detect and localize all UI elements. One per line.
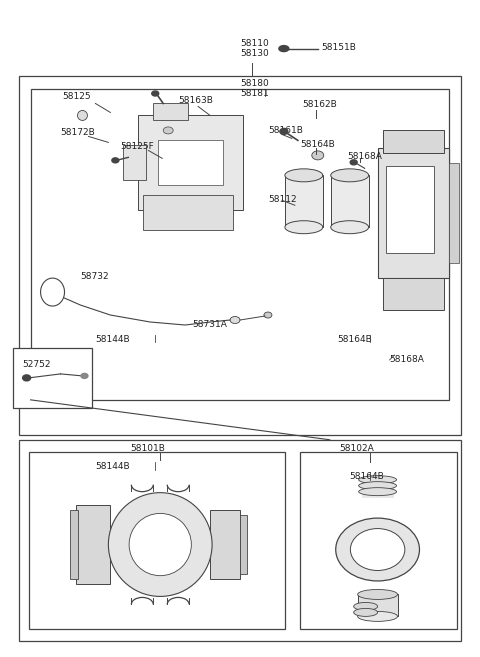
Bar — [123, 145, 146, 180]
Bar — [19, 76, 461, 435]
Ellipse shape — [108, 493, 212, 597]
Text: 58102A: 58102A — [340, 443, 374, 453]
Text: 58112: 58112 — [268, 195, 297, 204]
Text: 58168A: 58168A — [348, 152, 383, 162]
Bar — [76, 505, 110, 585]
Bar — [19, 440, 461, 641]
Text: 58731A: 58731A — [192, 320, 227, 329]
Text: 58161B: 58161B — [268, 126, 303, 135]
Ellipse shape — [331, 221, 369, 234]
Text: 58162B: 58162B — [302, 101, 336, 110]
Text: 58172B: 58172B — [60, 128, 95, 137]
Ellipse shape — [112, 158, 119, 163]
Ellipse shape — [358, 612, 397, 622]
Bar — [240, 514, 247, 574]
Bar — [449, 164, 459, 263]
Text: 58732: 58732 — [81, 272, 109, 281]
Text: 58180: 58180 — [240, 79, 269, 87]
Ellipse shape — [285, 169, 323, 182]
Ellipse shape — [152, 91, 159, 96]
Text: 58144B: 58144B — [96, 335, 130, 344]
Text: 58164B: 58164B — [350, 472, 384, 481]
Ellipse shape — [163, 127, 173, 134]
Ellipse shape — [264, 312, 272, 318]
Bar — [300, 452, 457, 629]
Bar — [71, 510, 78, 579]
Text: 58125F: 58125F — [120, 143, 154, 151]
Text: 58163B: 58163B — [178, 97, 213, 106]
Ellipse shape — [280, 128, 288, 135]
Bar — [210, 510, 240, 579]
Text: 58151B: 58151B — [322, 43, 357, 52]
Bar — [358, 595, 397, 616]
Bar — [31, 89, 449, 400]
Text: 58130: 58130 — [240, 49, 269, 58]
Ellipse shape — [331, 169, 369, 182]
Bar — [361, 480, 394, 497]
Bar — [153, 103, 188, 120]
Ellipse shape — [279, 45, 289, 52]
Text: 58125: 58125 — [62, 93, 91, 101]
Text: 58164B: 58164B — [338, 335, 372, 344]
Ellipse shape — [336, 518, 420, 581]
Ellipse shape — [350, 160, 357, 165]
Ellipse shape — [354, 602, 378, 610]
Bar — [285, 175, 323, 227]
Bar — [12, 348, 93, 408]
Bar — [385, 166, 434, 253]
Bar — [29, 452, 285, 629]
Text: 52752: 52752 — [23, 360, 51, 369]
Bar — [138, 116, 243, 210]
Ellipse shape — [359, 476, 396, 484]
Text: 58101B: 58101B — [130, 443, 165, 453]
Bar — [158, 141, 223, 185]
Bar — [144, 195, 233, 230]
Bar — [331, 175, 369, 227]
Ellipse shape — [23, 375, 31, 381]
Ellipse shape — [230, 317, 240, 323]
Ellipse shape — [350, 529, 405, 570]
Ellipse shape — [312, 151, 324, 160]
Ellipse shape — [129, 513, 192, 576]
Text: 58110: 58110 — [240, 39, 269, 47]
Bar — [383, 278, 444, 310]
Text: 58144B: 58144B — [96, 462, 130, 470]
Ellipse shape — [285, 221, 323, 234]
Ellipse shape — [359, 487, 396, 495]
Ellipse shape — [77, 110, 87, 120]
Bar — [378, 148, 449, 278]
Ellipse shape — [358, 589, 397, 599]
Text: 58168A: 58168A — [390, 355, 424, 364]
Ellipse shape — [81, 373, 88, 378]
Ellipse shape — [359, 482, 396, 489]
Ellipse shape — [354, 608, 378, 616]
Bar — [383, 131, 444, 153]
Text: 58164B: 58164B — [300, 141, 335, 149]
Text: 58181: 58181 — [240, 89, 269, 97]
